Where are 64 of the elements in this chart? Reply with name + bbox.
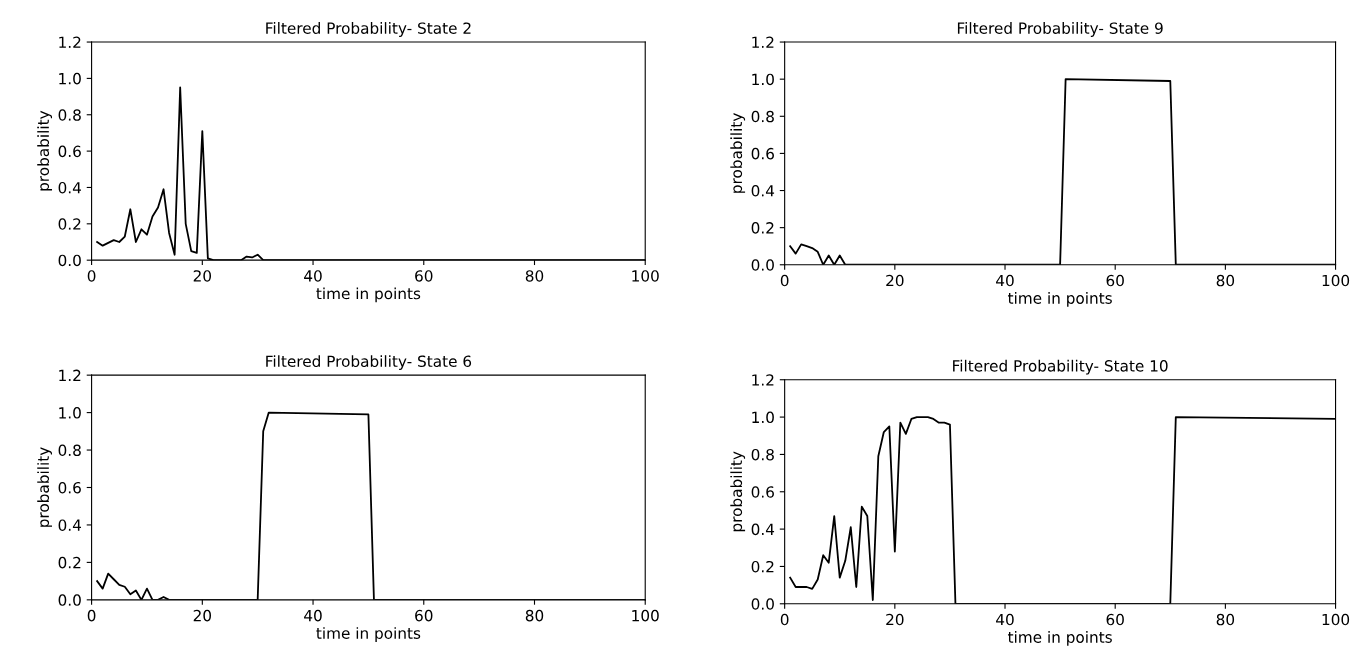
x-tick-label: 60 xyxy=(415,609,433,622)
y-tick-label: 0.8 xyxy=(58,109,81,121)
x-axis-title: time in points xyxy=(1007,292,1112,307)
chart-title: Filtered Probability- State 2 xyxy=(266,22,471,37)
y-tick-label: 0.6 xyxy=(58,145,81,158)
x-tick-label: 80 xyxy=(525,609,544,622)
x-tick-label: 0 xyxy=(87,270,96,282)
y-tick-label: 0.2 xyxy=(751,222,774,234)
y-tick-label: 1.2 xyxy=(752,36,774,48)
y-tick-label: 0.4 xyxy=(751,523,775,536)
y-tick-label: 1.0 xyxy=(752,73,774,86)
x-tick-label: 80 xyxy=(1216,613,1235,626)
y-tick-label: 0.4 xyxy=(751,185,775,197)
y-axis-title: probability xyxy=(37,447,53,527)
y-tick-label: 0.8 xyxy=(751,110,774,123)
y-tick-label: 0.4 xyxy=(58,519,82,531)
x-tick-label: 20 xyxy=(886,274,904,287)
y-tick-label: 1.2 xyxy=(752,374,774,386)
chart-title: Filtered Probability- State 9 xyxy=(957,22,1163,37)
x-axis-title: time in points xyxy=(316,627,421,642)
x-tick-label: 20 xyxy=(193,270,212,282)
x-tick-label: 100 xyxy=(1322,274,1350,287)
y-tick-label: 0.2 xyxy=(751,560,774,573)
y-axis-title: probability xyxy=(37,110,53,191)
y-tick-label: 1.2 xyxy=(59,36,81,48)
y-axis-title: probability xyxy=(730,451,746,532)
y-tick-label: 0.8 xyxy=(751,448,774,461)
x-tick-label: 0 xyxy=(780,274,789,287)
x-tick-label: 40 xyxy=(304,609,322,622)
x-tick-label: 100 xyxy=(632,270,659,282)
y-tick-label: 1.0 xyxy=(59,407,81,419)
y-tick-label: 0.6 xyxy=(751,147,774,160)
y-tick-label: 0.0 xyxy=(751,259,774,271)
x-tick-label: 100 xyxy=(632,609,659,622)
y-tick-label: 0.2 xyxy=(58,218,81,230)
x-tick-label: 40 xyxy=(304,270,322,282)
x-tick-label: 60 xyxy=(1106,274,1124,287)
x-axis-title: time in points xyxy=(316,287,421,303)
y-tick-label: 1.0 xyxy=(752,411,774,424)
x-axis-title: time in points xyxy=(1007,631,1112,646)
y-tick-label: 0.6 xyxy=(751,486,774,498)
x-tick-label: 80 xyxy=(525,270,544,282)
y-tick-label: 1.0 xyxy=(59,72,81,85)
x-tick-label: 40 xyxy=(996,274,1014,287)
x-tick-label: 20 xyxy=(193,609,212,622)
x-tick-label: 100 xyxy=(1322,613,1350,626)
chart-title: Filtered Probability- State 10 xyxy=(953,359,1168,375)
y-tick-label: 0.2 xyxy=(58,556,81,569)
y-tick-label: 0.6 xyxy=(58,481,81,494)
x-tick-label: 60 xyxy=(415,270,433,282)
y-axis-title: probability xyxy=(730,113,746,193)
y-tick-label: 0.0 xyxy=(58,594,81,606)
y-tick-label: 0.4 xyxy=(58,181,82,194)
x-tick-label: 0 xyxy=(87,609,96,622)
x-tick-label: 0 xyxy=(780,613,789,626)
x-tick-label: 60 xyxy=(1106,613,1124,626)
x-tick-label: 40 xyxy=(996,613,1014,626)
x-tick-label: 20 xyxy=(886,613,904,626)
chart-title: Filtered Probability- State 6 xyxy=(266,355,472,370)
y-tick-label: 1.2 xyxy=(59,369,81,381)
y-tick-label: 0.8 xyxy=(58,444,81,457)
y-tick-label: 0.0 xyxy=(58,254,81,267)
x-tick-label: 80 xyxy=(1216,274,1235,287)
y-tick-label: 0.0 xyxy=(751,598,774,610)
